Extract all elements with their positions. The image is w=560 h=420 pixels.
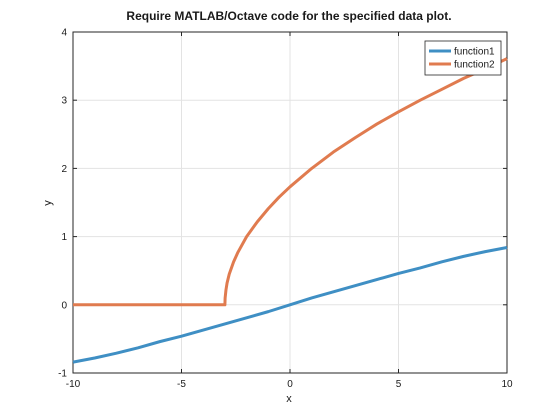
- y-tick-label: -1: [58, 369, 67, 380]
- legend-label-function1: function1: [454, 47, 495, 58]
- series-line-function1: [72, 246, 508, 364]
- y-tick-label: 1: [61, 232, 67, 243]
- x-tick-label: -5: [177, 379, 186, 390]
- chart-title: Require MATLAB/Octave code for the speci…: [126, 9, 451, 23]
- y-tick-label: 2: [61, 164, 67, 175]
- legend-label-function2: function2: [454, 60, 495, 71]
- x-tick-label: 0: [287, 379, 293, 390]
- y-axis-label: y: [42, 200, 54, 206]
- y-tick-label: 0: [61, 300, 67, 311]
- x-axis-label: x: [286, 393, 292, 405]
- y-tick-label: 3: [61, 96, 67, 107]
- series-line-function2: [73, 57, 508, 307]
- series-layer: [72, 57, 508, 364]
- y-tick-label: 4: [61, 28, 67, 39]
- x-tick-label: 10: [501, 379, 513, 390]
- legend-box: [424, 40, 502, 76]
- x-tick-label: -10: [66, 379, 81, 390]
- x-tick-label: 5: [396, 379, 402, 390]
- legend: function1 function2: [424, 40, 502, 76]
